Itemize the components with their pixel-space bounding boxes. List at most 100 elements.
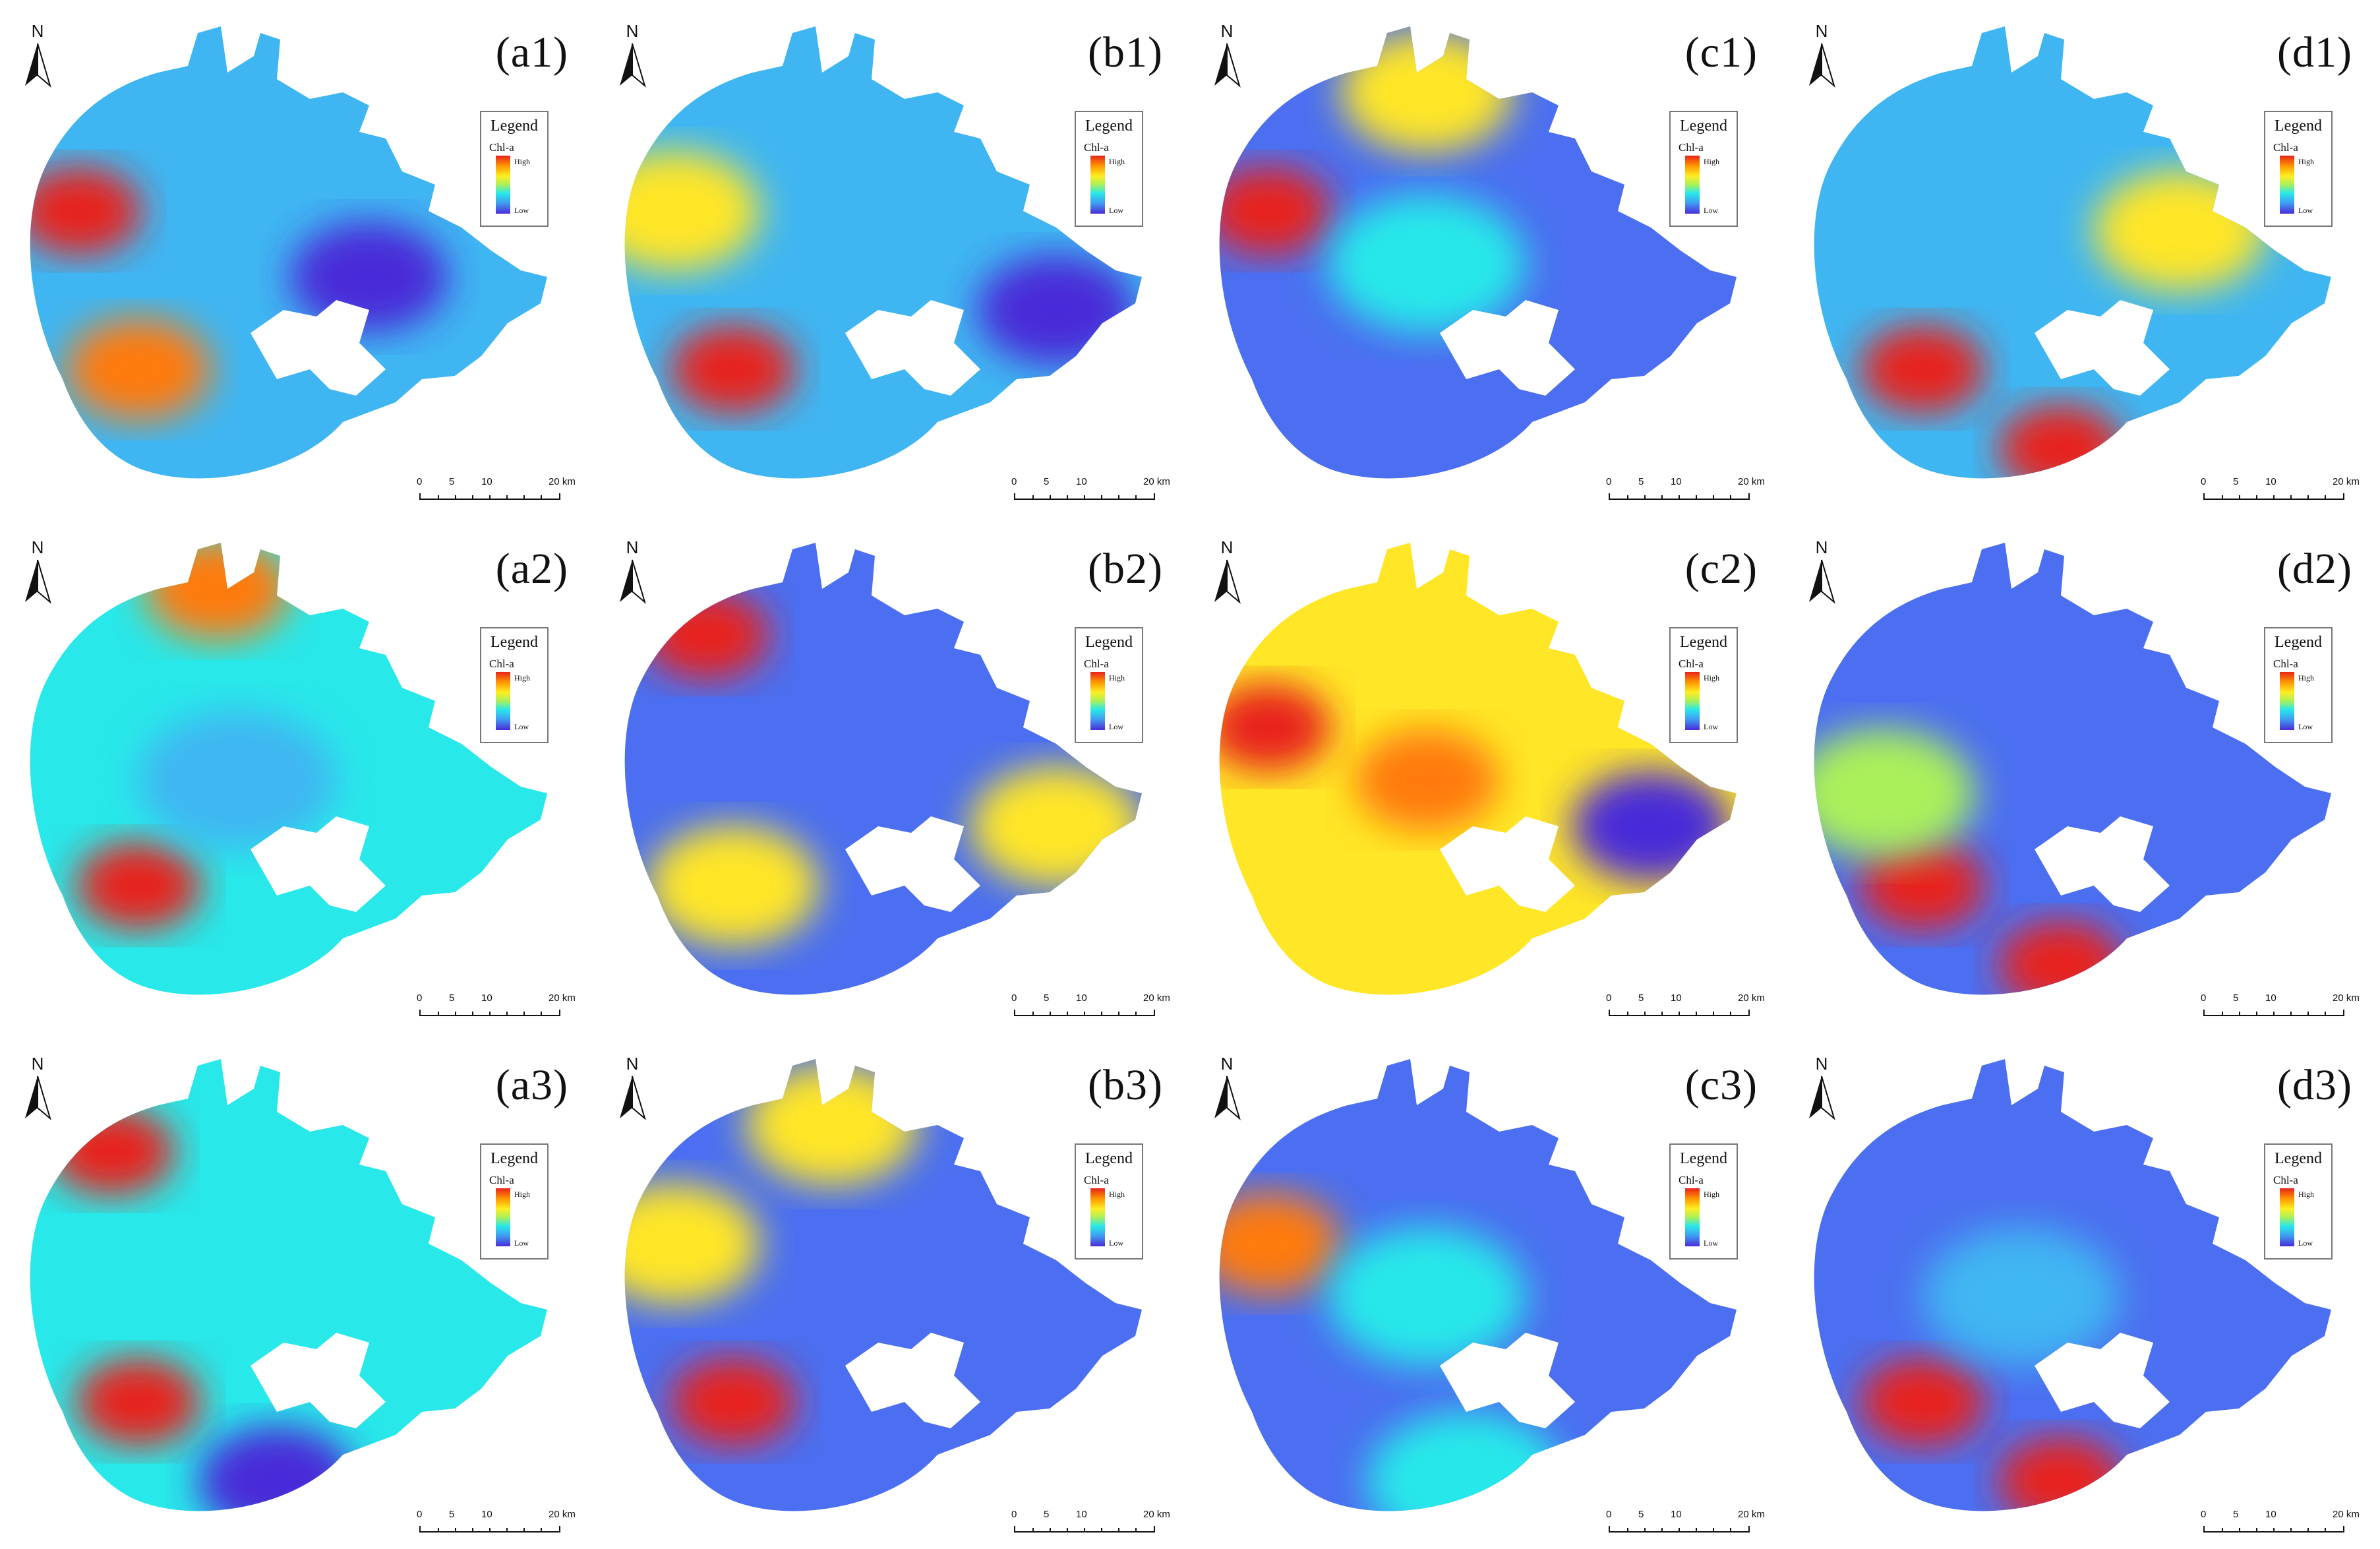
map-panel-a1: (a1) N Legend Chl-a High Low 0 5 10 20 km [0, 0, 595, 516]
legend-high-label: High [2298, 673, 2314, 683]
lake-map-b1 [624, 26, 1143, 479]
scale-tick-label: 0 [2201, 1509, 2207, 1520]
legend-color-ramp [2280, 672, 2294, 730]
map-panel-a2: (a2) N Legend Chl-a High Low 0 5 10 20 km [0, 516, 595, 1033]
legend-box: Legend Chl-a High Low [1075, 1143, 1143, 1260]
legend-color-ramp [496, 1188, 510, 1246]
island [251, 300, 386, 396]
scale-bar-line [1014, 493, 1155, 500]
scale-tick-label: 5 [449, 476, 455, 487]
scale-tick-label: 20 km [1738, 476, 1765, 487]
scale-tick-label: 5 [449, 1509, 455, 1520]
legend-high-label: High [1109, 1190, 1125, 1199]
scale-bar: 0 5 10 20 km [1011, 992, 1179, 1025]
scale-tick-label: 5 [1638, 1509, 1644, 1520]
legend-low-label: Low [2298, 722, 2313, 731]
scale-bar-line [2203, 1526, 2344, 1533]
legend-layer-name: Chl-a [489, 141, 514, 154]
legend-high-label: High [1109, 673, 1125, 683]
scale-tick-label: 20 km [1143, 1509, 1170, 1520]
scale-tick-label: 5 [1638, 476, 1644, 487]
chl-a-hotspot-south-west [76, 841, 201, 930]
lake-map-d3 [1814, 1059, 2332, 1511]
scale-tick-label: 10 [1671, 1509, 1682, 1520]
scale-bar: 0 5 10 20 km [1606, 992, 1773, 1025]
panel-label: (c1) [1684, 28, 1758, 76]
map-panel-c1: (c1) N Legend Chl-a High Low 0 5 10 20 km [1189, 0, 1784, 516]
legend-title: Legend [491, 1150, 538, 1167]
legend-high-label: High [2298, 1190, 2314, 1199]
legend-low-label: Low [1109, 206, 1123, 215]
scale-tick-label: 0 [417, 1509, 423, 1520]
legend-box: Legend Chl-a High Low [480, 627, 549, 743]
chl-a-hotspot-west [1814, 729, 1975, 858]
legend-title: Legend [1680, 634, 1727, 651]
panel-label: (c3) [1684, 1061, 1758, 1109]
legend-high-label: High [1704, 673, 1719, 683]
scale-tick-label: 20 km [2333, 1509, 2360, 1520]
north-arrow-icon: N [616, 1054, 649, 1120]
map-panel-c3: (c3) N Legend Chl-a High Low 0 5 10 20 km [1189, 1033, 1784, 1549]
legend-title: Legend [2275, 634, 2322, 651]
legend-layer-name: Chl-a [489, 1174, 514, 1186]
legend-high-label: High [514, 673, 530, 683]
legend-box: Legend Chl-a High Low [1075, 627, 1143, 743]
scale-tick-label: 5 [2233, 476, 2239, 487]
north-letter: N [626, 537, 639, 557]
scale-tick-label: 10 [1671, 992, 1682, 1004]
lake-map-a1 [30, 26, 548, 479]
legend-box: Legend Chl-a High Low [1669, 1143, 1738, 1260]
chl-a-hotspot-north [746, 1065, 918, 1185]
scale-tick-label: 5 [2233, 992, 2239, 1004]
legend-high-label: High [1109, 157, 1125, 166]
scale-tick-label: 20 km [549, 476, 576, 487]
north-arrow-icon: N [1210, 21, 1243, 88]
north-letter: N [31, 1054, 44, 1074]
island [1440, 300, 1575, 396]
lake-map-b2 [624, 543, 1143, 995]
scale-tick-label: 20 km [1738, 992, 1765, 1004]
chl-a-hotspot-center [138, 711, 336, 849]
chl-a-hotspot-south [1998, 404, 2124, 479]
scale-tick-label: 20 km [1143, 992, 1170, 1004]
legend-box: Legend Chl-a High Low [1669, 111, 1738, 227]
scale-tick-label: 20 km [1738, 1509, 1765, 1520]
chl-a-hotspot-east-arm [977, 255, 1135, 365]
legend-layer-name: Chl-a [2273, 657, 2298, 670]
scale-bar-line [1014, 1526, 1155, 1533]
chl-a-hotspot-south [1367, 1412, 1565, 1511]
north-letter: N [1220, 537, 1234, 557]
scale-tick-label: 10 [1076, 476, 1087, 487]
legend-layer-name: Chl-a [1679, 1174, 1704, 1186]
scale-bar-line [1609, 1010, 1750, 1016]
north-arrow-icon: N [1805, 1054, 1838, 1120]
lake-map-c3 [1219, 1059, 1737, 1511]
legend-color-ramp [2280, 1188, 2294, 1246]
chl-a-hotspot-center [1354, 729, 1499, 831]
map-panel-b3: (b3) N Legend Chl-a High Low 0 5 10 20 km [595, 1033, 1189, 1549]
scale-tick-label: 5 [1044, 1509, 1050, 1520]
panel-label: (b1) [1088, 28, 1163, 76]
legend-title: Legend [1680, 1150, 1727, 1167]
scale-tick-label: 0 [1011, 476, 1017, 487]
panel-label: (a1) [495, 28, 568, 76]
chl-a-hotspot-center [1328, 195, 1526, 333]
chl-a-hotspot-west-shore [624, 151, 759, 271]
north-arrow-icon: N [21, 537, 54, 604]
scale-tick-label: 20 km [549, 1509, 576, 1520]
north-letter: N [626, 1054, 639, 1074]
chl-a-hotspot-west-shore [1219, 683, 1331, 772]
legend-high-label: High [514, 1190, 530, 1199]
scale-bar-line [419, 1526, 560, 1533]
north-arrow-icon: N [21, 21, 54, 88]
scale-bar-line [2203, 1010, 2344, 1016]
north-arrow-icon: N [616, 537, 649, 604]
scale-bar: 0 5 10 20 km [1011, 1509, 1179, 1542]
island [251, 816, 386, 912]
scale-tick-label: 10 [2265, 992, 2276, 1004]
map-panel-b2: (b2) N Legend Chl-a High Low 0 5 10 20 km [595, 516, 1189, 1033]
scale-tick-label: 0 [1606, 1509, 1612, 1520]
north-letter: N [1815, 537, 1828, 557]
chl-a-hotspot-south-west [647, 826, 819, 946]
legend-layer-name: Chl-a [1084, 1174, 1109, 1186]
